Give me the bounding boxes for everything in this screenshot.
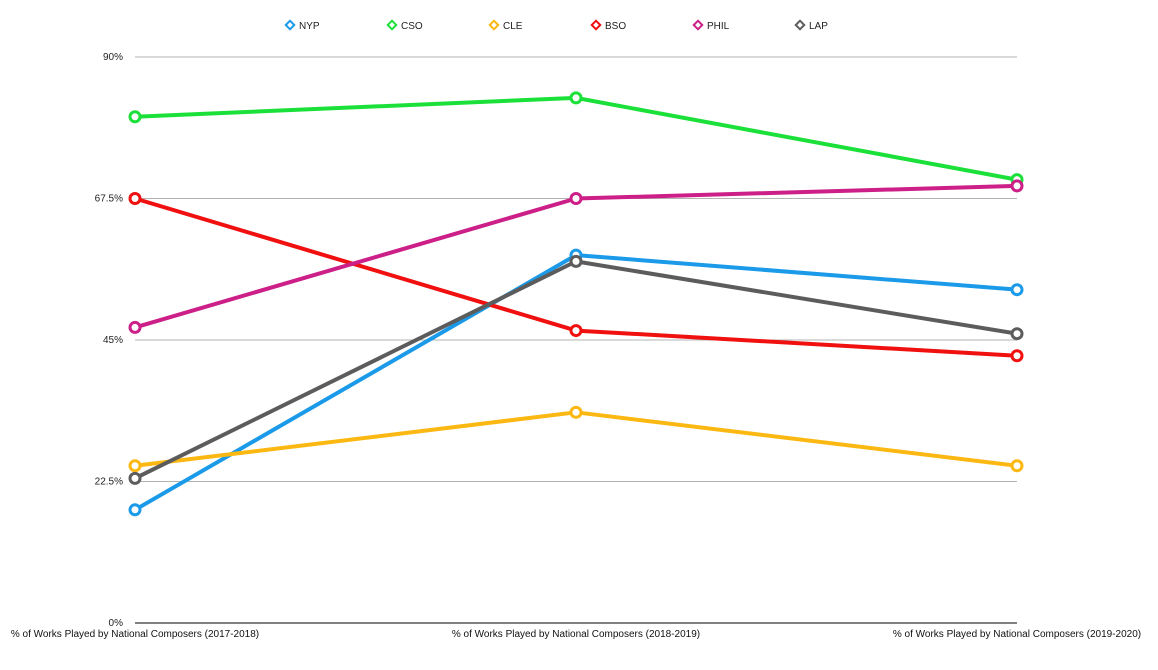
x-category-label: % of Works Played by National Composers … (893, 629, 1141, 640)
data-point-cle (569, 405, 583, 419)
data-point-phil (128, 320, 142, 334)
data-point-phil (569, 192, 583, 205)
legend-item-cso: CSO (386, 19, 423, 32)
legend-label: BSO (605, 21, 626, 32)
data-point-lap (1010, 327, 1024, 341)
series-line-nyp (133, 253, 1019, 512)
series-lap (128, 254, 1024, 485)
legend-label: PHIL (707, 21, 730, 32)
data-point-nyp (128, 503, 142, 517)
legend-marker-icon (794, 19, 806, 31)
legend-item-lap: LAP (794, 19, 828, 32)
legend-marker-icon (590, 19, 602, 31)
data-point-cso (128, 110, 142, 124)
data-point-nyp (1010, 283, 1024, 297)
data-point-bso (569, 324, 583, 338)
series-line-lap (133, 259, 1019, 481)
series-bso (128, 192, 1024, 363)
legend: NYP CSO CLE BSO PHIL LAP (284, 19, 828, 32)
y-tick-label: 45% (103, 335, 123, 346)
legend-item-nyp: NYP (284, 19, 320, 32)
y-axis-ticks: 0% 22.5% 45% 67.5% 90% (95, 52, 123, 629)
series-phil (128, 179, 1024, 334)
legend-label: CLE (503, 21, 523, 32)
x-category-label: % of Works Played by National Composers … (452, 629, 700, 640)
y-tick-label: 0% (109, 618, 124, 629)
series-cso (128, 91, 1024, 187)
series-line-cle (133, 410, 1019, 468)
data-point-bso (128, 192, 142, 205)
data-point-phil (1010, 179, 1024, 193)
data-point-cle (128, 459, 142, 473)
legend-label: NYP (299, 21, 320, 32)
legend-item-phil: PHIL (692, 19, 730, 32)
x-axis-labels: % of Works Played by National Composers … (11, 629, 1141, 640)
data-point-cso (569, 91, 583, 105)
y-tick-label: 67.5% (95, 194, 123, 205)
data-point-lap (128, 471, 142, 485)
legend-marker-icon (488, 19, 500, 31)
y-tick-label: 22.5% (95, 477, 123, 488)
data-point-lap (569, 254, 583, 268)
legend-marker-icon (386, 19, 398, 31)
y-tick-label: 90% (103, 52, 123, 63)
legend-marker-icon (284, 19, 296, 31)
legend-marker-icon (692, 19, 704, 31)
legend-label: CSO (401, 21, 423, 32)
series-group (128, 91, 1024, 517)
series-line-cso (133, 95, 1019, 182)
data-point-bso (1010, 349, 1024, 363)
series-cle (128, 405, 1024, 473)
legend-item-bso: BSO (590, 19, 626, 32)
legend-label: LAP (809, 21, 828, 32)
legend-item-cle: CLE (488, 19, 523, 32)
x-category-label: % of Works Played by National Composers … (11, 629, 259, 640)
data-point-cle (1010, 459, 1024, 473)
